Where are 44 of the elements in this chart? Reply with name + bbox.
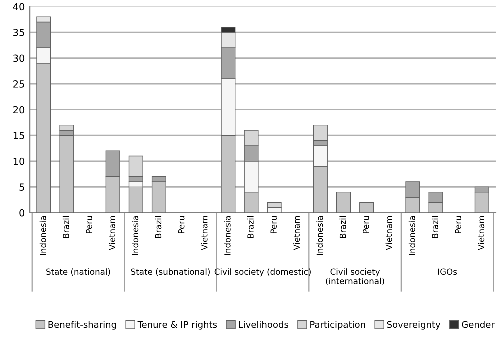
legend-label: Benefit-sharing — [48, 321, 116, 330]
x-tick-label: Indonesia — [316, 216, 324, 256]
bar — [360, 202, 374, 213]
x-tick-label: Vietnam — [386, 216, 392, 250]
x-tick-label: Brazil — [432, 216, 438, 238]
x-tick-label: Indonesia — [40, 216, 46, 256]
bar — [336, 192, 352, 213]
y-tick-label: 40 — [13, 3, 25, 11]
y-tick-label: 35 — [14, 29, 24, 36]
x-tick-label: Brazil — [340, 216, 346, 238]
text: State (subnational) — [131, 268, 210, 276]
text: Civil society (international) — [326, 268, 384, 286]
x-tick-label: Peru — [270, 216, 277, 234]
x-tick-label: Vietnam — [478, 216, 485, 250]
x-tick-label: Vietnam — [109, 216, 116, 250]
x-tick-label: Brazil — [247, 216, 254, 238]
legend-label: Participation — [310, 321, 366, 330]
x-tick-label: Peru — [455, 216, 462, 234]
x-tick-label: Peru — [178, 216, 185, 234]
y-tick-label: 10 — [14, 158, 25, 166]
legend-label: Gender — [462, 321, 495, 328]
y-tick-label: 30 — [14, 54, 25, 62]
legend-label: Sovereignty — [387, 321, 441, 330]
y-tick-label: 15 — [14, 132, 24, 140]
x-tick-label: Vietnam — [201, 216, 208, 250]
x-tick-label: Vietnam — [294, 216, 300, 250]
x-tick-label: Indonesia — [408, 216, 416, 256]
text: State (national) — [46, 268, 110, 276]
x-tick-label: Brazil — [155, 216, 162, 238]
x-tick-label: Peru — [363, 216, 370, 234]
y-tick-label: 25 — [14, 80, 24, 88]
x-tick-label: Peru — [86, 216, 92, 234]
bar — [60, 135, 74, 213]
x-tick-label: Brazil — [62, 216, 70, 238]
x-tick-label: Indonesia — [132, 216, 139, 256]
bar — [128, 186, 144, 213]
text: Civil society (domestic) — [214, 268, 311, 277]
legend-label: Livelihoods — [239, 321, 288, 328]
y-tick-label: 0 — [20, 209, 25, 217]
y-tick-label: 5 — [20, 184, 24, 191]
legend-label: Tenure & IP rights — [138, 321, 218, 330]
x-tick-label: Indonesia — [224, 216, 231, 256]
text: IGOs — [438, 268, 458, 276]
y-tick-label: 20 — [14, 106, 25, 114]
